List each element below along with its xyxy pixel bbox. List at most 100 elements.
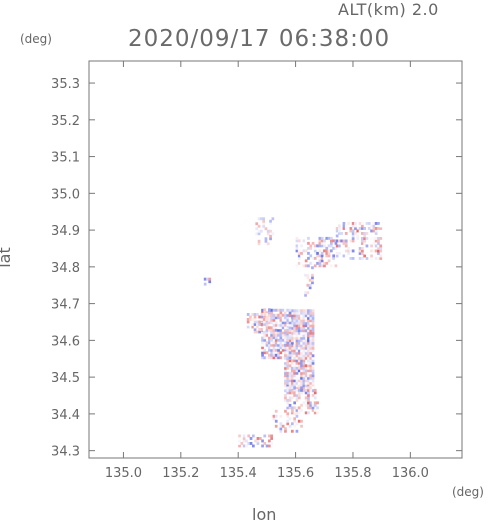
data-cell [361, 232, 364, 235]
data-cell [342, 227, 346, 230]
data-cell [349, 257, 353, 260]
data-cell [307, 246, 310, 250]
data-cell [284, 323, 287, 327]
data-cell [302, 389, 306, 393]
data-cell [279, 336, 283, 340]
data-cell [284, 379, 287, 383]
data-cell [327, 236, 331, 240]
data-cell [277, 353, 280, 357]
data-cell [372, 242, 376, 245]
data-cell [300, 251, 303, 255]
data-cell [284, 364, 287, 368]
data-cell [295, 386, 299, 390]
data-cell [260, 234, 263, 238]
data-cell [342, 242, 346, 245]
data-cell [365, 244, 369, 248]
data-cell [302, 264, 306, 268]
y-tick-label: 34.4 [51, 408, 80, 423]
y-tick-label: 34.7 [51, 298, 80, 313]
data-cell [262, 330, 266, 334]
data-cell [300, 356, 303, 360]
data-cell [300, 254, 303, 258]
data-cell [277, 348, 280, 352]
data-cell [302, 369, 306, 373]
data-cell [288, 391, 292, 395]
data-cell [297, 254, 301, 258]
data-cell [261, 444, 264, 448]
data-cell [277, 338, 280, 342]
data-cell [257, 242, 261, 246]
data-cell [309, 334, 313, 338]
data-cell [307, 236, 310, 240]
data-cell [306, 283, 310, 287]
data-cell [203, 277, 207, 281]
data-cell [260, 318, 264, 321]
data-cell [284, 374, 287, 378]
data-cell [274, 328, 278, 332]
data-cell [291, 411, 294, 415]
data-cell [288, 406, 292, 410]
data-cell [325, 236, 329, 240]
data-cell [265, 444, 269, 448]
data-cell [347, 247, 350, 250]
data-cell [274, 356, 278, 360]
data-cell [261, 336, 264, 340]
data-cell [318, 249, 322, 253]
data-cell [309, 351, 313, 355]
y-tick-label: 34.6 [51, 334, 80, 349]
data-cell [272, 422, 276, 426]
data-cell [307, 329, 310, 333]
data-cell [297, 356, 301, 360]
data-cell [261, 321, 264, 325]
data-cell [295, 349, 299, 353]
data-cell [358, 252, 362, 255]
data-cell [297, 393, 301, 397]
data-cell [363, 242, 366, 245]
data-cell [302, 344, 306, 348]
data-cell [300, 391, 303, 395]
data-cell [284, 389, 287, 393]
data-cell [251, 323, 255, 326]
data-cell [323, 249, 326, 253]
data-cell [332, 239, 335, 243]
data-cell [263, 308, 267, 312]
data-cell [309, 346, 313, 350]
data-cell [281, 348, 285, 352]
data-cell [269, 234, 272, 238]
data-cell [307, 339, 310, 343]
data-cell [286, 374, 290, 378]
data-cell [293, 331, 296, 335]
data-cell [261, 356, 264, 360]
data-cell [279, 333, 283, 337]
data-cell [286, 316, 290, 320]
data-cell [291, 376, 294, 380]
data-cell [268, 341, 271, 345]
data-cell [288, 351, 292, 355]
data-cell [242, 439, 246, 443]
data-cell [379, 257, 383, 260]
data-cell [338, 232, 341, 235]
data-cell [293, 356, 296, 360]
data-cell [300, 349, 303, 353]
data-cell [297, 339, 301, 343]
data-cell [270, 321, 273, 325]
data-cell [274, 419, 278, 423]
data-cell [300, 424, 303, 428]
data-cell [309, 321, 313, 325]
data-cell [291, 354, 294, 358]
data-cell [286, 406, 290, 410]
data-cell [335, 239, 339, 243]
data-cell [307, 319, 310, 323]
data-cell [284, 346, 287, 350]
data-cell [295, 334, 299, 338]
data-cell [272, 328, 276, 332]
data-cell [370, 244, 373, 248]
data-cell [277, 323, 280, 327]
data-cell [293, 324, 296, 328]
data-cell [297, 391, 301, 395]
data-cell [288, 386, 292, 390]
data-cell [300, 314, 303, 318]
plot-frame [88, 60, 463, 459]
data-cell [309, 381, 313, 385]
data-cell [286, 371, 290, 375]
